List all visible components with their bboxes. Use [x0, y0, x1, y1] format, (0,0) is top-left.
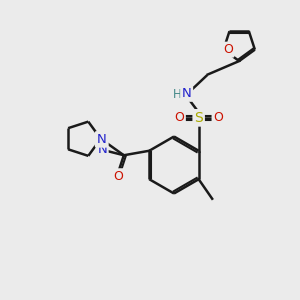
- Text: O: O: [113, 170, 123, 183]
- Text: N: N: [96, 133, 106, 146]
- Text: S: S: [194, 111, 203, 125]
- Text: N: N: [97, 143, 107, 156]
- Text: H: H: [172, 88, 181, 101]
- Text: O: O: [213, 111, 223, 124]
- Text: N: N: [182, 87, 192, 100]
- Text: O: O: [174, 111, 184, 124]
- Text: O: O: [223, 43, 233, 56]
- Text: S: S: [194, 111, 203, 125]
- Text: O: O: [213, 111, 223, 124]
- Text: N: N: [96, 133, 106, 146]
- Text: O: O: [174, 111, 184, 124]
